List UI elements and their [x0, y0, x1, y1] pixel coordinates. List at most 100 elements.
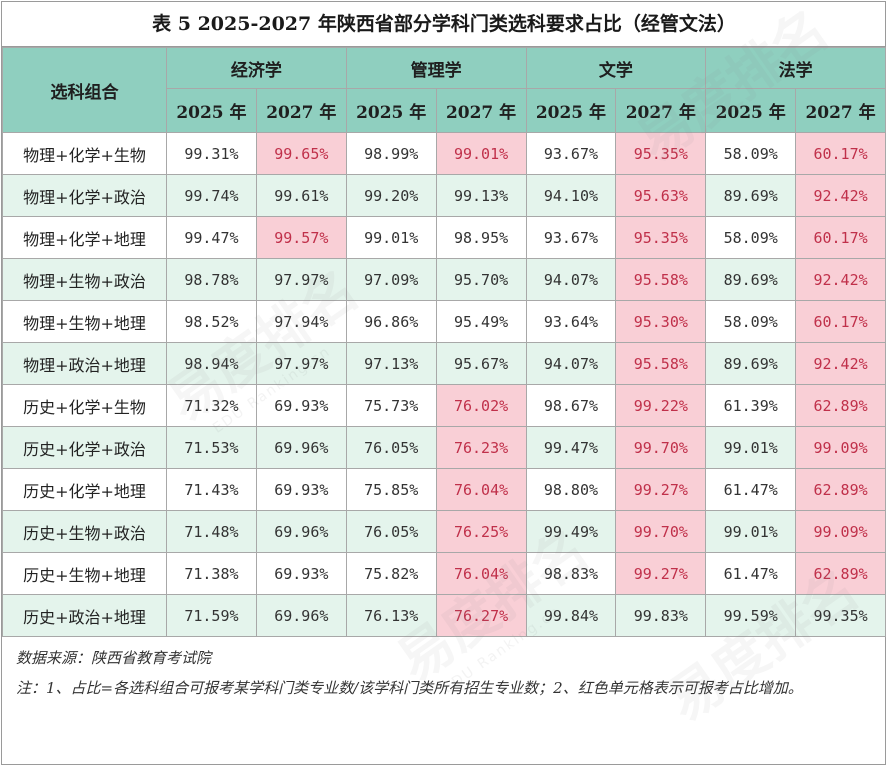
header-group-economics: 经济学 [166, 47, 347, 89]
header-year: 2027 年 [435, 88, 527, 133]
combo-cell: 物理+化学+地理 [2, 216, 167, 259]
value-cell: 94.10% [525, 174, 617, 217]
combo-cell: 物理+生物+地理 [2, 300, 167, 343]
value-cell: 58.09% [705, 216, 797, 259]
value-cell: 99.83% [615, 594, 707, 637]
notes: 数据来源：陕西省教育考试院 注：1、占比=各选科组合可报考某学科门类专业数/该学… [2, 637, 885, 703]
value-cell: 60.17% [795, 300, 886, 343]
value-cell: 99.09% [795, 510, 886, 553]
value-cell: 61.47% [705, 468, 797, 511]
value-cell: 69.93% [255, 468, 347, 511]
value-cell: 99.59% [705, 594, 797, 637]
value-cell: 76.25% [435, 510, 527, 553]
value-cell: 76.04% [435, 468, 527, 511]
value-cell: 99.27% [615, 552, 707, 595]
header-year: 2027 年 [795, 88, 886, 133]
header-year: 2027 年 [615, 88, 707, 133]
value-cell: 99.65% [255, 132, 347, 175]
value-cell: 62.89% [795, 384, 886, 427]
value-cell: 99.01% [435, 132, 527, 175]
value-cell: 60.17% [795, 216, 886, 259]
value-cell: 99.70% [615, 510, 707, 553]
value-cell: 99.31% [166, 132, 257, 175]
value-cell: 94.07% [525, 342, 617, 385]
combo-cell: 物理+化学+生物 [2, 132, 167, 175]
value-cell: 69.93% [255, 552, 347, 595]
header-group-law: 法学 [705, 47, 886, 89]
value-cell: 76.05% [345, 510, 437, 553]
value-cell: 99.57% [255, 216, 347, 259]
header-year: 2025 年 [525, 88, 617, 133]
table-title: 表 5 2025-2027 年陕西省部分学科门类选科要求占比（经管文法） [2, 2, 886, 47]
table-row: 物理+化学+政治 99.74% 99.61% 99.20% 99.13% 94.10% 95… [2, 174, 886, 217]
table-row: 历史+生物+政治 71.48% 69.96% 76.05% 76.25% 99.49% 99… [2, 510, 886, 553]
combo-cell: 物理+化学+政治 [2, 174, 167, 217]
value-cell: 95.70% [435, 258, 527, 301]
value-cell: 71.48% [166, 510, 257, 553]
value-cell: 99.84% [525, 594, 617, 637]
value-cell: 99.74% [166, 174, 257, 217]
value-cell: 95.49% [435, 300, 527, 343]
value-cell: 97.97% [255, 342, 347, 385]
table-row: 历史+化学+生物 71.32% 69.93% 75.73% 76.02% 98.67% 99… [2, 384, 886, 427]
value-cell: 92.42% [795, 258, 886, 301]
value-cell: 76.05% [345, 426, 437, 469]
header-group-literature: 文学 [525, 47, 707, 89]
table-row: 物理+生物+政治 98.78% 97.97% 97.09% 95.70% 94.07% 95… [2, 258, 886, 301]
value-cell: 99.01% [705, 426, 797, 469]
value-cell: 71.53% [166, 426, 257, 469]
value-cell: 95.35% [615, 216, 707, 259]
value-cell: 89.69% [705, 174, 797, 217]
value-cell: 61.39% [705, 384, 797, 427]
value-cell: 92.42% [795, 174, 886, 217]
value-cell: 62.89% [795, 468, 886, 511]
value-cell: 98.67% [525, 384, 617, 427]
combo-cell: 物理+生物+政治 [2, 258, 167, 301]
value-cell: 75.73% [345, 384, 437, 427]
header-combo: 选科组合 [2, 47, 167, 133]
table-body: 物理+化学+生物 99.31% 99.65% 98.99% 99.01% 93.67% 95… [2, 132, 886, 637]
value-cell: 99.13% [435, 174, 527, 217]
value-cell: 71.38% [166, 552, 257, 595]
value-cell: 94.07% [525, 258, 617, 301]
value-cell: 58.09% [705, 300, 797, 343]
value-cell: 99.22% [615, 384, 707, 427]
combo-cell: 历史+化学+生物 [2, 384, 167, 427]
header-group-management: 管理学 [345, 47, 527, 89]
value-cell: 99.49% [525, 510, 617, 553]
value-cell: 60.17% [795, 132, 886, 175]
value-cell: 97.09% [345, 258, 437, 301]
table-row: 物理+政治+地理 98.94% 97.97% 97.13% 95.67% 94.07% 95… [2, 342, 886, 385]
value-cell: 99.47% [166, 216, 257, 259]
value-cell: 98.52% [166, 300, 257, 343]
value-cell: 99.01% [345, 216, 437, 259]
value-cell: 97.94% [255, 300, 347, 343]
value-cell: 61.47% [705, 552, 797, 595]
value-cell: 98.78% [166, 258, 257, 301]
value-cell: 75.82% [345, 552, 437, 595]
value-cell: 69.96% [255, 510, 347, 553]
value-cell: 99.20% [345, 174, 437, 217]
combo-cell: 历史+生物+地理 [2, 552, 167, 595]
value-cell: 97.97% [255, 258, 347, 301]
value-cell: 98.80% [525, 468, 617, 511]
value-cell: 69.93% [255, 384, 347, 427]
value-cell: 99.27% [615, 468, 707, 511]
value-cell: 76.04% [435, 552, 527, 595]
value-cell: 98.83% [525, 552, 617, 595]
table-row: 物理+生物+地理 98.52% 97.94% 96.86% 95.49% 93.64% 95… [2, 300, 886, 343]
value-cell: 76.23% [435, 426, 527, 469]
value-cell: 99.01% [705, 510, 797, 553]
value-cell: 58.09% [705, 132, 797, 175]
value-cell: 95.58% [615, 342, 707, 385]
value-cell: 76.27% [435, 594, 527, 637]
table-row: 历史+生物+地理 71.38% 69.93% 75.82% 76.04% 98.83% 99… [2, 552, 886, 595]
table-row: 物理+化学+生物 99.31% 99.65% 98.99% 99.01% 93.67% 95… [2, 132, 886, 175]
value-cell: 69.96% [255, 426, 347, 469]
header-year: 2025 年 [166, 88, 257, 133]
value-cell: 93.67% [525, 132, 617, 175]
value-cell: 76.13% [345, 594, 437, 637]
value-cell: 99.47% [525, 426, 617, 469]
value-cell: 95.35% [615, 132, 707, 175]
value-cell: 71.43% [166, 468, 257, 511]
